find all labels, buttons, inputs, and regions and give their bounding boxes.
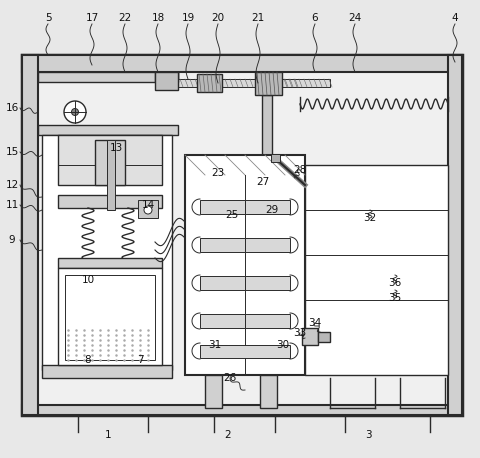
Text: 10: 10 <box>82 275 95 285</box>
Circle shape <box>144 206 152 214</box>
Text: 32: 32 <box>363 213 377 223</box>
Bar <box>271 154 280 162</box>
Text: 26: 26 <box>223 373 237 383</box>
Bar <box>107 140 115 210</box>
Text: 24: 24 <box>348 13 361 23</box>
Bar <box>58 135 162 185</box>
Text: 12: 12 <box>5 180 19 190</box>
Bar <box>448 55 462 415</box>
Bar <box>305 165 448 375</box>
Bar <box>58 258 162 268</box>
Bar <box>38 72 178 82</box>
Bar <box>138 200 158 218</box>
Text: 14: 14 <box>142 200 155 210</box>
Bar <box>178 79 300 87</box>
Bar <box>302 328 318 345</box>
Text: 25: 25 <box>226 210 239 220</box>
Text: 27: 27 <box>256 177 270 187</box>
Bar <box>185 155 305 375</box>
Bar <box>245 276 290 290</box>
Bar <box>318 332 330 342</box>
Bar <box>22 405 462 415</box>
Text: 18: 18 <box>151 13 165 23</box>
Bar <box>245 200 290 214</box>
Bar <box>155 72 178 82</box>
Bar <box>22 55 462 72</box>
Bar <box>197 74 222 92</box>
Bar <box>200 276 245 290</box>
Bar <box>22 55 38 415</box>
Text: 3: 3 <box>365 430 372 440</box>
Bar <box>245 238 290 252</box>
Text: 21: 21 <box>252 13 264 23</box>
Text: 15: 15 <box>5 147 19 157</box>
Text: 9: 9 <box>9 235 15 245</box>
Text: 33: 33 <box>293 328 307 338</box>
Text: 30: 30 <box>276 340 289 350</box>
Text: 35: 35 <box>388 293 402 303</box>
Bar <box>58 195 162 208</box>
Text: 16: 16 <box>5 103 19 113</box>
Bar <box>42 365 172 378</box>
Text: 2: 2 <box>225 430 231 440</box>
Bar <box>58 268 162 365</box>
Text: 13: 13 <box>109 143 122 153</box>
Circle shape <box>64 101 86 123</box>
Bar <box>262 95 272 175</box>
Text: 17: 17 <box>85 13 98 23</box>
Bar <box>200 238 245 252</box>
Bar <box>282 79 330 87</box>
Text: 22: 22 <box>119 13 132 23</box>
Circle shape <box>72 109 79 115</box>
Bar <box>200 200 245 214</box>
Bar <box>38 125 178 135</box>
Text: 36: 36 <box>388 278 402 288</box>
Text: 28: 28 <box>293 165 307 175</box>
Bar <box>22 55 462 415</box>
Bar <box>95 140 125 185</box>
Bar <box>245 314 290 328</box>
Bar <box>260 375 277 408</box>
Text: 4: 4 <box>452 13 458 23</box>
Bar <box>200 314 245 328</box>
Bar <box>255 72 282 95</box>
Text: 7: 7 <box>137 355 144 365</box>
Text: 20: 20 <box>211 13 225 23</box>
Text: 31: 31 <box>208 340 222 350</box>
Text: 29: 29 <box>265 205 278 215</box>
Bar <box>65 275 155 360</box>
Text: 23: 23 <box>211 168 225 178</box>
Bar <box>205 375 222 408</box>
Text: 19: 19 <box>181 13 194 23</box>
Bar <box>200 345 290 358</box>
Text: 5: 5 <box>45 13 51 23</box>
Text: 34: 34 <box>308 318 322 328</box>
Text: 1: 1 <box>105 430 111 440</box>
Text: 11: 11 <box>5 200 19 210</box>
Text: 8: 8 <box>84 355 91 365</box>
Text: 6: 6 <box>312 13 318 23</box>
Bar <box>155 72 178 90</box>
Bar <box>42 135 172 370</box>
